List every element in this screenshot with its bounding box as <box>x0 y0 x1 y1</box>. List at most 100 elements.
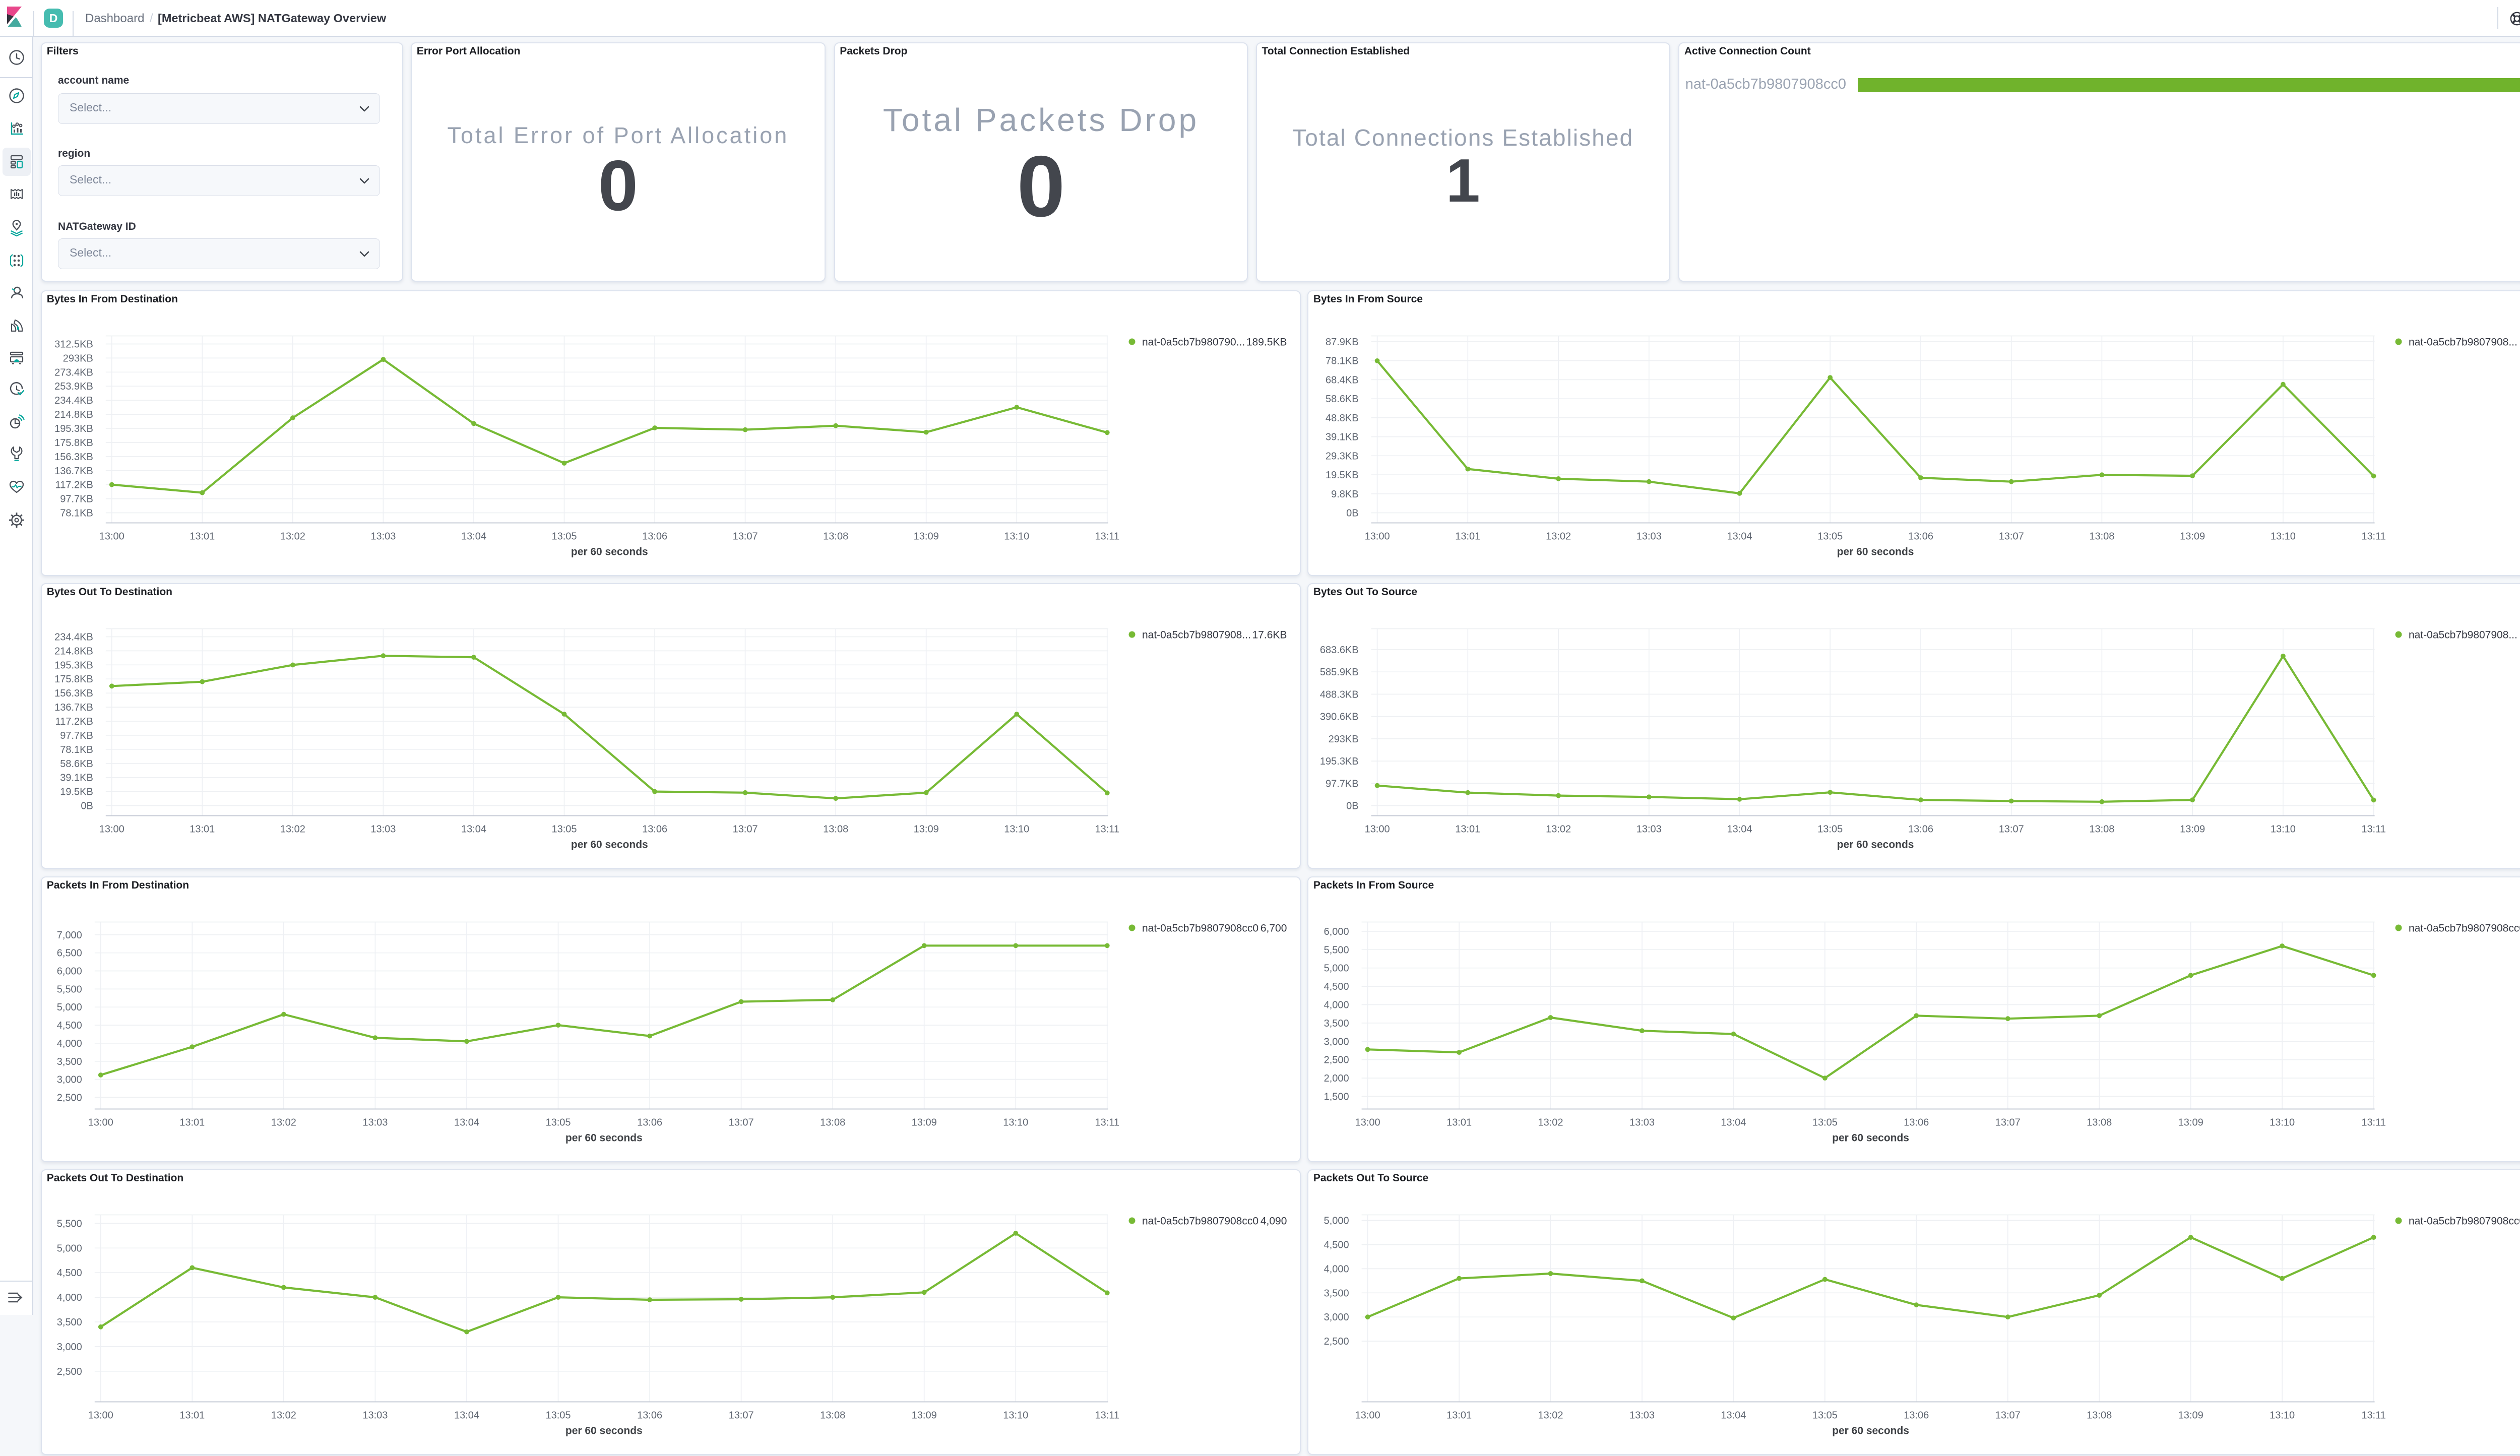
svg-text:13:01: 13:01 <box>1456 531 1481 542</box>
svg-text:nat-0a5cb7b9807908cc0: nat-0a5cb7b9807908cc0 <box>2409 922 2520 934</box>
svg-text:13:02: 13:02 <box>271 1410 296 1421</box>
svg-text:13:04: 13:04 <box>1727 824 1752 835</box>
svg-text:per 60 seconds: per 60 seconds <box>1837 546 1914 557</box>
svg-text:13:04: 13:04 <box>1727 531 1752 542</box>
svg-text:13:01: 13:01 <box>1446 1117 1472 1128</box>
svg-text:4,000: 4,000 <box>57 1292 82 1303</box>
svg-text:3,000: 3,000 <box>57 1342 82 1353</box>
svg-text:175.8KB: 175.8KB <box>54 674 93 685</box>
svg-text:13:05: 13:05 <box>1812 1410 1838 1421</box>
svg-text:4,500: 4,500 <box>57 1020 82 1031</box>
svg-text:214.8KB: 214.8KB <box>54 646 93 657</box>
svg-text:per 60 seconds: per 60 seconds <box>571 839 648 850</box>
svg-text:13:01: 13:01 <box>1446 1410 1472 1421</box>
svg-text:nat-0a5cb7b9807908...: nat-0a5cb7b9807908... <box>2409 629 2517 641</box>
svg-text:136.7KB: 136.7KB <box>54 702 93 713</box>
svg-text:13:09: 13:09 <box>2178 1117 2203 1128</box>
svg-text:68.4KB: 68.4KB <box>1326 374 1359 386</box>
svg-text:19.5KB: 19.5KB <box>60 787 93 798</box>
svg-text:17.6KB: 17.6KB <box>1252 629 1287 641</box>
svg-text:2,500: 2,500 <box>57 1366 82 1377</box>
svg-text:2,500: 2,500 <box>57 1092 82 1103</box>
svg-text:117.2KB: 117.2KB <box>55 716 93 727</box>
svg-text:4,000: 4,000 <box>1324 1263 1349 1275</box>
svg-text:488.3KB: 488.3KB <box>1320 689 1359 700</box>
svg-text:2,500: 2,500 <box>1324 1054 1349 1065</box>
svg-text:13:01: 13:01 <box>190 824 215 835</box>
svg-text:136.7KB: 136.7KB <box>54 465 93 476</box>
svg-text:97.7KB: 97.7KB <box>1326 778 1359 789</box>
svg-text:234.4KB: 234.4KB <box>54 632 93 643</box>
svg-text:13:10: 13:10 <box>2271 824 2296 835</box>
svg-text:13:06: 13:06 <box>1904 1410 1929 1421</box>
svg-text:nat-0a5cb7b9807908cc0: nat-0a5cb7b9807908cc0 <box>2409 1216 2520 1227</box>
svg-text:13:06: 13:06 <box>637 1410 662 1421</box>
svg-text:6,000: 6,000 <box>57 966 82 977</box>
svg-text:13:11: 13:11 <box>2362 531 2386 542</box>
svg-text:13:05: 13:05 <box>1818 824 1843 835</box>
svg-text:13:11: 13:11 <box>2362 824 2386 835</box>
svg-text:3,500: 3,500 <box>57 1056 82 1067</box>
svg-text:per 60 seconds: per 60 seconds <box>565 1132 643 1144</box>
svg-text:13:02: 13:02 <box>1546 531 1571 542</box>
svg-text:13:07: 13:07 <box>1999 531 2024 542</box>
svg-text:5,000: 5,000 <box>57 1002 82 1013</box>
svg-text:13:10: 13:10 <box>1004 824 1029 835</box>
svg-text:13:00: 13:00 <box>88 1117 113 1128</box>
svg-text:13:03: 13:03 <box>371 531 396 542</box>
svg-text:13:05: 13:05 <box>552 531 577 542</box>
svg-text:3,000: 3,000 <box>1324 1036 1349 1047</box>
svg-text:13:07: 13:07 <box>733 824 758 835</box>
svg-text:3,500: 3,500 <box>57 1317 82 1328</box>
svg-text:13:09: 13:09 <box>914 824 939 835</box>
svg-text:13:05: 13:05 <box>546 1117 571 1128</box>
svg-text:13:01: 13:01 <box>179 1117 205 1128</box>
svg-text:0B: 0B <box>1347 508 1359 519</box>
svg-text:13:06: 13:06 <box>637 1117 662 1128</box>
svg-text:13:07: 13:07 <box>1995 1410 2021 1421</box>
svg-text:195.3KB: 195.3KB <box>1320 756 1359 767</box>
svg-text:97.7KB: 97.7KB <box>60 730 93 741</box>
svg-text:per 60 seconds: per 60 seconds <box>1837 839 1914 850</box>
svg-text:195.3KB: 195.3KB <box>54 660 93 671</box>
svg-text:13:09: 13:09 <box>2180 531 2205 542</box>
svg-text:13:04: 13:04 <box>454 1410 479 1421</box>
svg-text:4,500: 4,500 <box>1324 981 1349 992</box>
svg-text:156.3KB: 156.3KB <box>54 688 93 699</box>
svg-text:156.3KB: 156.3KB <box>54 451 93 462</box>
svg-text:13:10: 13:10 <box>1004 531 1029 542</box>
svg-text:nat-0a5cb7b9807908cc0: nat-0a5cb7b9807908cc0 <box>1142 922 1258 934</box>
svg-text:5,000: 5,000 <box>1324 1216 1349 1227</box>
svg-text:5,500: 5,500 <box>57 1218 82 1229</box>
svg-text:13:10: 13:10 <box>1003 1410 1028 1421</box>
svg-text:13:02: 13:02 <box>1546 824 1571 835</box>
svg-text:4,090: 4,090 <box>1261 1216 1287 1227</box>
svg-text:78.1KB: 78.1KB <box>60 508 93 519</box>
svg-text:13:09: 13:09 <box>2180 824 2205 835</box>
svg-text:13:07: 13:07 <box>733 531 758 542</box>
svg-text:189.5KB: 189.5KB <box>1246 336 1287 348</box>
svg-text:13:09: 13:09 <box>912 1117 937 1128</box>
svg-text:per 60 seconds: per 60 seconds <box>1833 1132 1910 1144</box>
svg-text:39.1KB: 39.1KB <box>1326 431 1359 442</box>
svg-text:13:00: 13:00 <box>88 1410 113 1421</box>
svg-text:48.8KB: 48.8KB <box>1326 412 1359 423</box>
svg-text:13:00: 13:00 <box>99 531 124 542</box>
svg-text:2,000: 2,000 <box>1324 1073 1349 1084</box>
svg-text:13:03: 13:03 <box>1636 531 1662 542</box>
svg-text:2,500: 2,500 <box>1324 1336 1349 1347</box>
svg-text:13:10: 13:10 <box>2270 1117 2295 1128</box>
svg-text:13:08: 13:08 <box>2090 531 2115 542</box>
svg-text:13:01: 13:01 <box>190 531 215 542</box>
svg-text:7,000: 7,000 <box>57 929 82 940</box>
svg-text:5,000: 5,000 <box>57 1243 82 1254</box>
svg-text:0B: 0B <box>1347 800 1359 811</box>
svg-text:293KB: 293KB <box>63 353 93 364</box>
svg-text:6,500: 6,500 <box>57 947 82 959</box>
svg-text:13:02: 13:02 <box>1538 1410 1563 1421</box>
svg-text:13:07: 13:07 <box>729 1117 754 1128</box>
svg-text:13:04: 13:04 <box>1721 1117 1746 1128</box>
svg-text:13:08: 13:08 <box>823 531 848 542</box>
svg-text:13:08: 13:08 <box>820 1117 845 1128</box>
svg-text:13:06: 13:06 <box>642 824 667 835</box>
